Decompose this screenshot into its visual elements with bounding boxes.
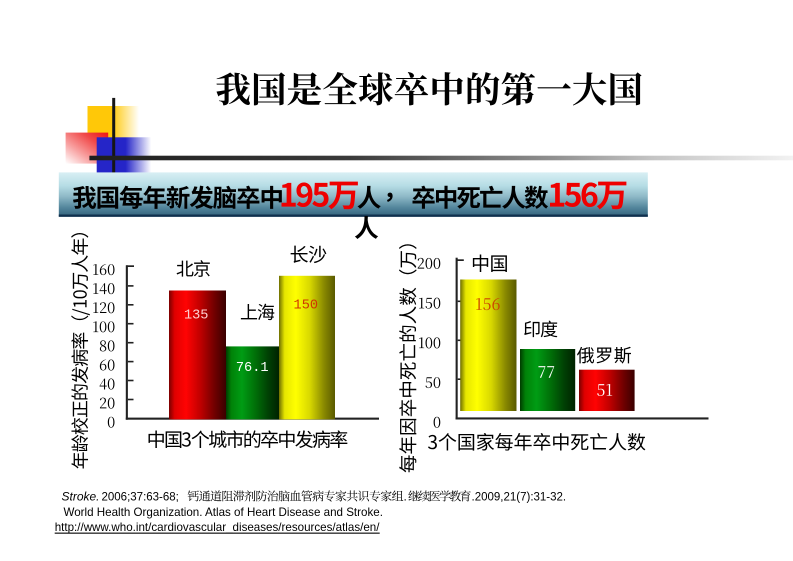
svg-text:135: 135 bbox=[184, 308, 208, 323]
svg-text:.: . bbox=[404, 490, 407, 504]
svg-text:http://www.who.int/cardiovascu: http://www.who.int/cardiovascular_diseas… bbox=[55, 521, 381, 534]
svg-text:2006;37:63-68;: 2006;37:63-68; bbox=[102, 492, 179, 504]
svg-text:Stroke.: Stroke. bbox=[62, 490, 100, 504]
svg-text:World Health Organization. Atl: World Health Organization. Atlas of Hear… bbox=[64, 506, 383, 519]
svg-text:.2009,21(7):31-32.: .2009,21(7):31-32. bbox=[472, 492, 567, 504]
svg-text:150: 150 bbox=[294, 299, 318, 314]
svg-text:76.1: 76.1 bbox=[236, 361, 269, 376]
